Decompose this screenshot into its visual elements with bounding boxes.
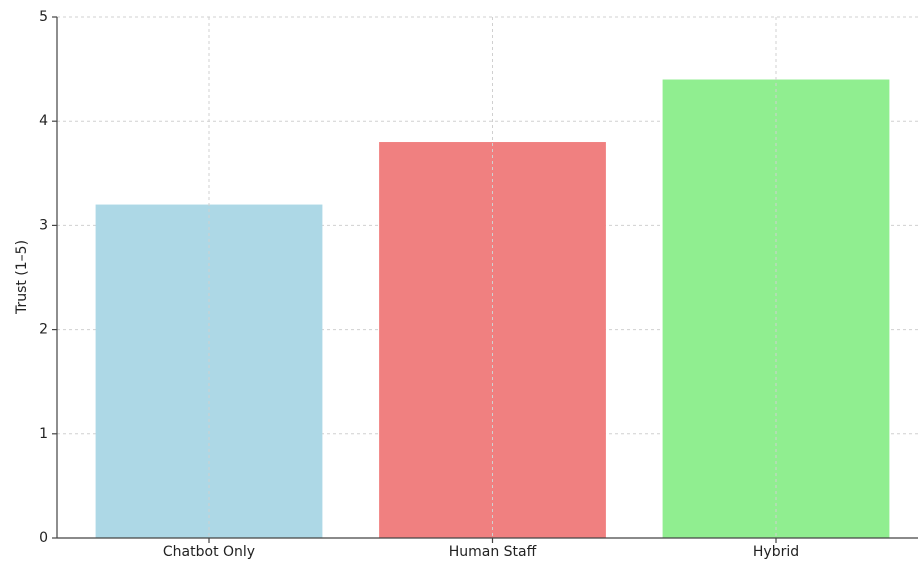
bar — [379, 142, 606, 539]
y-tick-label: 2 — [39, 322, 48, 338]
x-tick-label: Hybrid — [753, 544, 799, 560]
y-axis-label: Trust (1–5) — [14, 240, 30, 315]
y-tick-label: 1 — [39, 426, 48, 442]
x-tick-label: Chatbot Only — [163, 544, 255, 560]
y-tick-label: 5 — [39, 9, 48, 25]
y-tick-label: 4 — [39, 113, 48, 129]
y-tick-label: 3 — [39, 217, 48, 233]
y-tick-label: 0 — [39, 530, 48, 546]
x-tick-label: Human Staff — [449, 544, 537, 560]
